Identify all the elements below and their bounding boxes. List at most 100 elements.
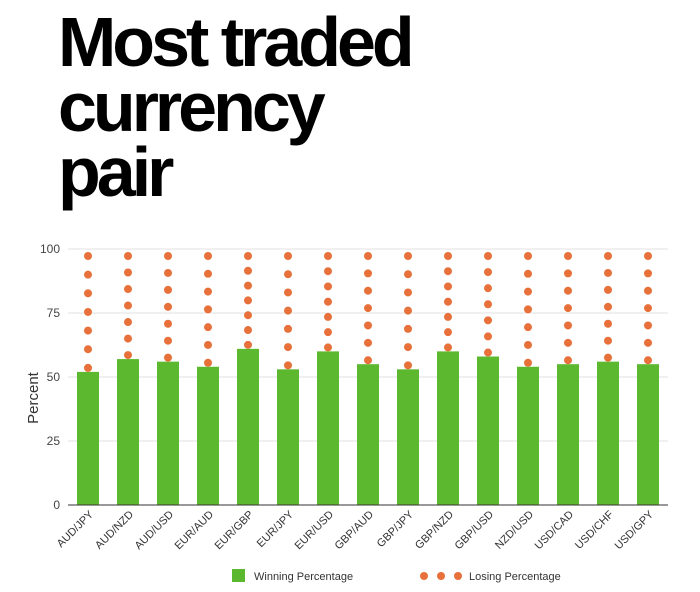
dot-losing <box>524 305 532 314</box>
bar-winning <box>517 366 539 505</box>
title-line-2: currency <box>58 68 326 146</box>
dot-losing <box>484 284 492 293</box>
dot-losing <box>164 336 172 345</box>
dot-losing <box>364 286 372 295</box>
bar-winning <box>557 364 579 505</box>
dot-losing <box>124 351 132 360</box>
x-tick-label: GBP/JPY <box>375 508 417 550</box>
dot-losing <box>404 324 412 333</box>
x-tick-label: USD/CAD <box>533 509 577 553</box>
bar-winning <box>637 364 659 505</box>
dot-losing <box>84 363 92 372</box>
dot-losing <box>84 270 92 279</box>
dot-losing <box>444 312 452 321</box>
dot-losing <box>284 361 292 370</box>
dot-losing <box>484 300 492 309</box>
dot-losing <box>644 356 652 365</box>
dot-losing <box>564 269 572 278</box>
dot-losing <box>644 269 652 278</box>
dot-losing <box>124 252 132 260</box>
dot-losing <box>204 340 212 349</box>
dot-losing <box>284 324 292 333</box>
dot-losing <box>164 285 172 294</box>
dot-losing <box>524 340 532 349</box>
dot-losing <box>244 311 252 320</box>
y-tick-label: 25 <box>47 434 61 448</box>
dot-losing <box>364 321 372 330</box>
legend: Winning Percentage Losing Percentage <box>232 569 561 583</box>
y-tick-label: 100 <box>40 242 60 256</box>
dot-losing <box>644 252 652 260</box>
title-line-3: pair <box>58 133 174 211</box>
legend-swatch-losing <box>437 572 445 580</box>
x-tick-label: USD/GPY <box>613 508 657 552</box>
title-line-1: Most traded <box>58 3 415 81</box>
dot-losing <box>564 252 572 260</box>
dot-losing <box>484 348 492 357</box>
dot-losing <box>484 332 492 341</box>
dot-losing <box>484 316 492 325</box>
x-tick-label: NZD/USD <box>493 509 536 552</box>
dot-losing <box>244 266 252 275</box>
x-tick-label: GBP/USD <box>453 509 497 553</box>
dot-losing <box>324 328 332 337</box>
dot-losing <box>204 252 212 260</box>
dot-losing <box>404 270 412 279</box>
dot-losing <box>644 286 652 295</box>
dot-losing <box>564 338 572 347</box>
dot-losing <box>84 345 92 354</box>
bar-winning <box>597 361 619 505</box>
dot-losing <box>524 358 532 367</box>
dot-losing <box>284 252 292 260</box>
dot-losing <box>404 306 412 315</box>
bar-winning <box>117 359 139 505</box>
legend-swatch-losing <box>454 572 462 580</box>
page-title: Most traded currency pair <box>58 3 618 211</box>
dot-losing <box>564 286 572 295</box>
dot-losing <box>164 268 172 277</box>
legend-swatch-winning <box>232 569 245 582</box>
dot-losing <box>164 319 172 328</box>
y-tick-label: 0 <box>53 498 60 512</box>
dot-losing <box>284 270 292 279</box>
bar-winning <box>197 366 219 505</box>
dot-losing <box>324 297 332 306</box>
bars-layer <box>77 348 659 505</box>
dot-losing <box>324 267 332 276</box>
y-tick-label: 75 <box>47 306 61 320</box>
x-tick-label: EUR/GBP <box>213 509 256 552</box>
dot-losing <box>604 353 612 362</box>
dot-losing <box>164 302 172 311</box>
bar-winning <box>437 351 459 505</box>
bar-winning <box>477 356 499 505</box>
dot-losing <box>644 338 652 347</box>
dot-losing <box>324 343 332 352</box>
dot-losing <box>244 296 252 305</box>
y-tick-label: 50 <box>47 370 61 384</box>
dot-losing <box>164 353 172 362</box>
dot-losing <box>84 326 92 335</box>
x-tick-label: AUD/JPY <box>55 508 97 550</box>
dot-losing <box>84 289 92 298</box>
x-tick-label: USD/CHF <box>573 508 616 551</box>
dots-layer <box>84 252 652 372</box>
dot-losing <box>404 252 412 260</box>
dot-losing <box>324 312 332 321</box>
dot-losing <box>124 301 132 310</box>
bar-winning <box>357 364 379 505</box>
dot-losing <box>644 304 652 313</box>
dot-losing <box>364 356 372 365</box>
dot-losing <box>364 338 372 347</box>
dot-losing <box>124 318 132 327</box>
dot-losing <box>124 268 132 277</box>
bar-winning <box>397 369 419 505</box>
dot-losing <box>444 252 452 260</box>
dot-losing <box>604 252 612 260</box>
dot-losing <box>604 319 612 328</box>
x-tick-label: GBP/AUD <box>333 509 377 553</box>
dot-losing <box>404 361 412 370</box>
dot-losing <box>604 285 612 294</box>
dot-losing <box>204 287 212 296</box>
dot-losing <box>244 281 252 290</box>
